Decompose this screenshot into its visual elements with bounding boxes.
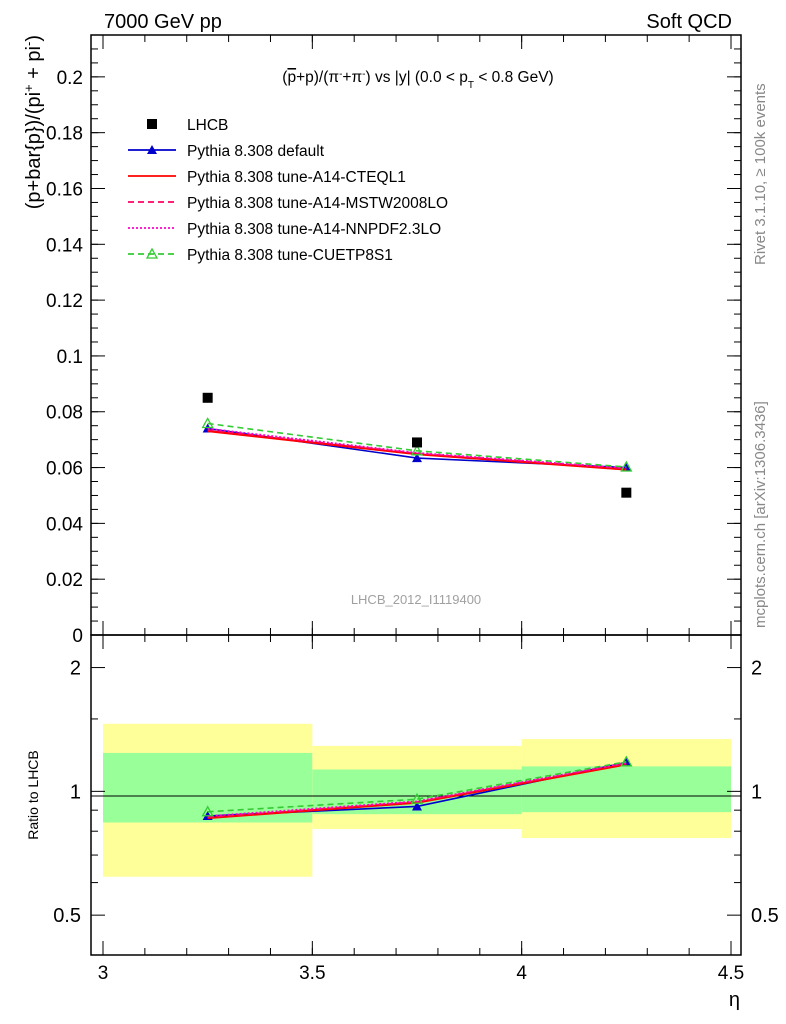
legend-label: LHCB	[187, 117, 228, 134]
x-axis-label: η	[729, 989, 740, 1011]
y-axis-label: (p+bar{p})/(pi+ + pi-)	[21, 35, 46, 209]
x-tick-label: 3.5	[299, 963, 325, 984]
data-point	[621, 487, 632, 498]
x-tick-label: 3	[98, 963, 109, 984]
main-series	[201, 392, 633, 498]
legend-marker-data	[147, 119, 157, 129]
ratio-frame	[90, 634, 742, 956]
ratio-tick-label: 0.5	[53, 905, 81, 927]
ratio-axis-label: Ratio to LHCB	[25, 750, 41, 839]
ratio-marker	[412, 801, 422, 811]
series-marker	[410, 444, 424, 456]
series-marker	[412, 453, 422, 463]
y-tick-label: 0.02	[46, 570, 83, 591]
energy-label: 7000 GeV pp	[104, 11, 222, 33]
ratio-series-line	[207, 761, 627, 813]
y-tick-label: 0.08	[46, 403, 83, 424]
ratio-marker	[620, 755, 633, 767]
analysis-watermark: LHCB_2012_I1119400	[351, 592, 481, 607]
data-point	[412, 437, 422, 448]
legend-marker	[147, 145, 157, 154]
mcplots-label: mcplots.cern.ch [arXiv:1306.3436]	[752, 401, 769, 628]
y-tick-label: 0.1	[57, 347, 83, 368]
legend-label: Pythia 8.308 tune-A14-NNPDF2.3LO	[187, 221, 441, 238]
series-marker	[620, 460, 633, 472]
ratio-band-inner	[521, 766, 731, 813]
series-line	[207, 429, 627, 470]
axes: 3 3.5 4 4.5 0 0.02 0.04 0.06 0.08 0.1 0.12 0.14 0.16…	[46, 34, 779, 984]
y-tick-label: 0.14	[46, 235, 83, 256]
plot-title: (p+p)/(π-+π-) vs |y| (0.0 < pT < 0.8 GeV…	[282, 69, 553, 91]
legend: LHCB Pythia 8.308 default Pythia 8.308 tun…	[128, 117, 448, 264]
y-tick-label: 0.18	[46, 124, 83, 145]
legend-label: Pythia 8.308 tune-A14-CTEQL1	[187, 169, 406, 186]
rivet-label: Rivet 3.1.10, ≥ 100k events	[752, 83, 769, 265]
series-line	[207, 422, 627, 468]
ratio-tick-label: 2	[70, 658, 81, 680]
y-tick-label: 0.06	[46, 459, 83, 480]
legend-label: Pythia 8.308 default	[187, 143, 325, 160]
y-tick-label: 0.2	[57, 68, 83, 89]
legend-marker	[145, 247, 159, 259]
series-line	[207, 429, 627, 471]
data-point	[202, 392, 213, 403]
ratio-tick-label-right: 0.5	[751, 905, 779, 927]
ratio-marker	[410, 792, 424, 804]
ratio-series-line	[207, 762, 627, 819]
series-line	[207, 427, 627, 469]
legend-label: Pythia 8.308 tune-A14-MSTW2008LO	[187, 195, 448, 212]
ratio-tick-label-right: 1	[751, 781, 762, 803]
ratio-series	[201, 755, 633, 821]
legend-label: Pythia 8.308 tune-CUETP8S1	[187, 247, 393, 264]
ratio-marker	[201, 805, 214, 817]
ratio-series-line	[207, 762, 627, 817]
x-tick-label: 4.5	[718, 963, 744, 984]
ratio-tick-label: 1	[70, 781, 81, 803]
y-tick-label: 0.04	[46, 514, 83, 535]
x-tick-label: 4	[516, 963, 527, 984]
ratio-bands	[103, 723, 731, 877]
y-tick-label: 0.12	[46, 291, 83, 312]
y-tick-label: 0	[72, 626, 83, 647]
ratio-tick-label-right: 2	[751, 658, 762, 680]
y-tick-label: 0.16	[46, 179, 83, 200]
process-label: Soft QCD	[646, 11, 732, 33]
series-marker	[201, 417, 214, 429]
